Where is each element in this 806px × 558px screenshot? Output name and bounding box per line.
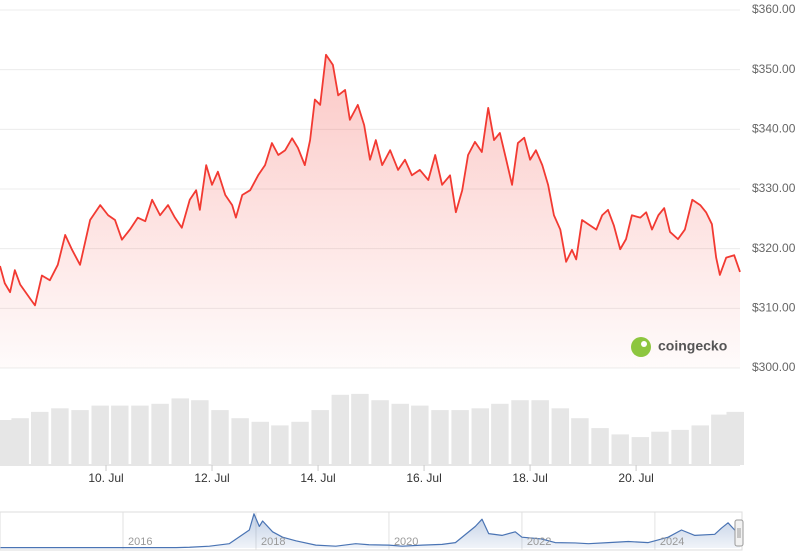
navigator-handle[interactable] <box>734 519 744 547</box>
volume-bar <box>611 434 629 465</box>
y-tick-label: $340.00 <box>752 122 796 136</box>
volume-bar <box>71 410 89 465</box>
logo-eye <box>641 341 647 347</box>
volume-bar <box>111 405 129 465</box>
x-tick-label: 2020 <box>394 536 418 548</box>
volume-bar <box>451 410 469 465</box>
volume-bar <box>271 425 289 465</box>
x-tick-label: 2016 <box>128 536 152 548</box>
x-tick-label: 12. Jul <box>194 471 229 485</box>
volume-bar <box>571 418 589 465</box>
volume-bar <box>311 410 329 465</box>
x-tick-label: 2018 <box>261 536 285 548</box>
x-tick-label: 2024 <box>660 536 684 548</box>
volume-bar <box>491 403 509 465</box>
volume-bar <box>371 400 389 465</box>
watermark-text: coingecko <box>658 338 727 354</box>
volume-bar <box>671 429 689 465</box>
logo <box>631 337 651 357</box>
y-tick-label: $330.00 <box>752 181 796 195</box>
volume-bar <box>231 418 249 465</box>
volume-bar <box>531 400 549 465</box>
y-tick-label: $360.00 <box>752 2 796 16</box>
volume-bar <box>51 408 69 465</box>
y-tick-label: $320.00 <box>752 241 796 255</box>
x-tick-label: 16. Jul <box>406 471 441 485</box>
volume-bar <box>411 405 429 465</box>
volume-bar <box>631 437 650 465</box>
x-tick-label: 14. Jul <box>300 471 335 485</box>
volume-bar <box>91 405 109 465</box>
volume-bar <box>131 405 149 465</box>
x-tick-label: 2022 <box>527 536 551 548</box>
volume-bar <box>31 411 49 465</box>
volume-bar <box>711 414 729 465</box>
y-tick-label: $300.00 <box>752 360 796 374</box>
x-tick-label: 18. Jul <box>512 471 547 485</box>
volume-bar <box>291 421 309 465</box>
area <box>0 513 740 548</box>
x-tick-label: 20. Jul <box>618 471 653 485</box>
area <box>0 54 740 368</box>
volume-bar <box>726 411 744 465</box>
volume-bar <box>431 410 449 465</box>
volume-bar <box>591 428 609 465</box>
volume-bar <box>11 418 29 465</box>
y-tick-label: $350.00 <box>752 62 796 76</box>
volume-bar <box>511 400 529 465</box>
volume-bar <box>351 393 369 465</box>
volume-bar <box>191 400 209 465</box>
volume-bar <box>331 394 350 465</box>
volume-bar <box>471 408 489 465</box>
volume-bar <box>211 410 229 465</box>
volume-bar <box>151 403 169 465</box>
volume-bar <box>551 408 570 465</box>
line <box>0 513 741 549</box>
volume-bar <box>171 398 189 465</box>
line <box>0 53 741 307</box>
volume-bar <box>651 431 669 465</box>
y-tick-label: $310.00 <box>752 301 796 315</box>
volume-bar <box>391 403 409 465</box>
watermark: coingecko <box>631 337 727 357</box>
x-tick-label: 10. Jul <box>88 471 123 485</box>
volume-bar <box>691 425 709 465</box>
volume-bar <box>251 421 270 465</box>
